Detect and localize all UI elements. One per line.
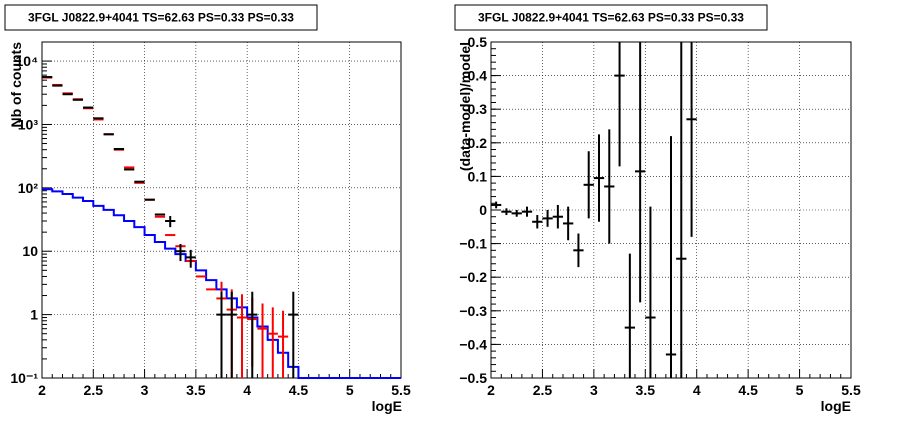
right-ylabel: (data-model)/model bbox=[457, 42, 473, 171]
right-marks bbox=[491, 42, 697, 378]
right-xtick-label: 3 bbox=[590, 382, 598, 398]
right-xtick-label: 4 bbox=[693, 382, 701, 398]
left-ytick-label: 10⁴ bbox=[16, 53, 39, 69]
right-axes: 2 2.5 3 3.5 4 4.5 5 5.5 −0.5 −0.4 −0.3 −0.2 −0.1 0 0.1… bbox=[459, 34, 861, 398]
right-ytick-label: 0 bbox=[479, 202, 487, 218]
right-ytick-label: −0.4 bbox=[459, 336, 487, 352]
left-grid bbox=[42, 42, 401, 378]
left-panel: 2 2.5 3 3.5 4 4.5 5 5.5 10⁻¹ 1 10 10² 10³ 10⁴ 3FGL J0… bbox=[4, 4, 411, 414]
right-xlabel: logE bbox=[821, 398, 851, 414]
right-xtick-label: 2.5 bbox=[533, 382, 553, 398]
left-xtick-label: 3.5 bbox=[186, 382, 206, 398]
left-xtick-label: 4 bbox=[243, 382, 251, 398]
right-xtick-label: 5 bbox=[796, 382, 804, 398]
right-title: 3FGL J0822.9+4041 TS=62.63 PS=0.33 PS=0.… bbox=[478, 11, 744, 25]
right-xtick-label: 2 bbox=[487, 382, 495, 398]
right-xtick-label: 4.5 bbox=[738, 382, 758, 398]
left-title-box: 3FGL J0822.9+4041 TS=62.63 PS=0.33 PS=0.… bbox=[4, 4, 318, 31]
right-ytick-label: 0.4 bbox=[468, 68, 488, 84]
right-ytick-label: 0.1 bbox=[468, 168, 488, 184]
left-ytick-label: 10⁻¹ bbox=[10, 370, 38, 386]
left-xlabel: logE bbox=[372, 398, 402, 414]
left-ylabel: Nb of counts bbox=[8, 42, 24, 128]
left-xtick-label: 3 bbox=[141, 382, 149, 398]
right-ytick-label: 0.3 bbox=[468, 101, 488, 117]
left-ytick-label: 10 bbox=[22, 243, 38, 259]
right-ytick-label: −0.5 bbox=[459, 370, 487, 386]
right-ytick-label: −0.3 bbox=[459, 303, 487, 319]
left-xtick-label: 5.5 bbox=[391, 382, 411, 398]
left-marks bbox=[42, 76, 401, 379]
left-xtick-label: 2 bbox=[38, 382, 46, 398]
right-title-box: 3FGL J0822.9+4041 TS=62.63 PS=0.33 PS=0.… bbox=[454, 4, 768, 31]
left-ytick-label: 1 bbox=[30, 307, 38, 323]
right-ytick-label: −0.2 bbox=[459, 269, 487, 285]
left-xtick-label: 2.5 bbox=[84, 382, 104, 398]
left-xtick-label: 5 bbox=[346, 382, 354, 398]
right-ytick-label: 0.5 bbox=[468, 34, 488, 50]
left-title: 3FGL J0822.9+4041 TS=62.63 PS=0.33 PS=0.… bbox=[28, 11, 294, 25]
left-ytick-label: 10³ bbox=[18, 116, 39, 132]
right-ytick-label: 0.2 bbox=[468, 135, 488, 151]
right-ytick-label: −0.1 bbox=[459, 236, 487, 252]
right-xtick-label: 3.5 bbox=[636, 382, 656, 398]
right-xtick-label: 5.5 bbox=[841, 382, 861, 398]
left-axes: 2 2.5 3 3.5 4 4.5 5 5.5 10⁻¹ 1 10 10² 10³ 10⁴ bbox=[10, 41, 411, 398]
right-panel: 2 2.5 3 3.5 4 4.5 5 5.5 −0.5 −0.4 −0.3 −0.2 −0.1 0 0.1… bbox=[454, 4, 861, 414]
left-xtick-label: 4.5 bbox=[289, 382, 309, 398]
left-ytick-label: 10² bbox=[18, 180, 39, 196]
